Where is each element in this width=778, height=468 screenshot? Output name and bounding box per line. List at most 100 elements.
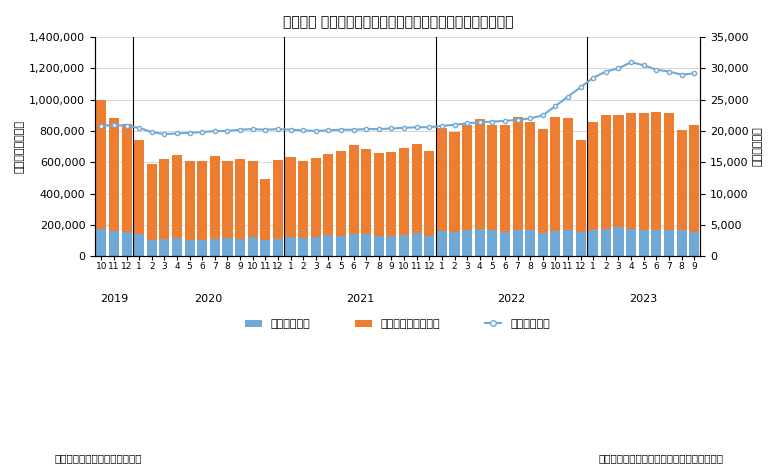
Bar: [387, 152, 397, 236]
Bar: [525, 122, 535, 230]
Bar: [525, 230, 535, 256]
Bar: [247, 161, 258, 237]
Bar: [500, 124, 510, 232]
Bar: [134, 140, 144, 234]
Bar: [424, 151, 434, 236]
Bar: [223, 238, 233, 256]
Bar: [462, 125, 472, 230]
Bar: [399, 148, 409, 235]
Bar: [261, 240, 270, 256]
Bar: [336, 151, 346, 236]
Bar: [298, 238, 308, 256]
Bar: [336, 236, 346, 256]
Bar: [664, 229, 674, 256]
Bar: [462, 230, 472, 256]
Bar: [298, 161, 308, 238]
Bar: [147, 164, 157, 241]
Bar: [626, 113, 636, 229]
Text: 2020: 2020: [194, 294, 223, 304]
Bar: [475, 119, 485, 229]
Bar: [487, 124, 497, 230]
Bar: [664, 113, 674, 229]
Bar: [563, 230, 573, 256]
Bar: [121, 124, 131, 232]
Bar: [310, 237, 321, 256]
Text: 2023: 2023: [629, 294, 658, 304]
Bar: [437, 231, 447, 256]
Bar: [576, 139, 586, 232]
Bar: [689, 232, 699, 256]
Bar: [184, 240, 194, 256]
Text: （一社）日本木質バイオマスエネルギー協会: （一社）日本木質バイオマスエネルギー協会: [598, 453, 724, 463]
Bar: [235, 159, 245, 239]
Bar: [147, 241, 157, 256]
Bar: [588, 230, 598, 256]
Bar: [424, 236, 434, 256]
Bar: [109, 231, 119, 256]
Bar: [184, 161, 194, 240]
Bar: [172, 238, 182, 256]
Bar: [613, 115, 623, 227]
Bar: [172, 155, 182, 238]
Title: 《輸入》 针葉樹及び针葉樹以外のチップ　月別通関量の推移: 《輸入》 针葉樹及び针葉樹以外のチップ 月別通関量の推移: [282, 15, 513, 29]
Bar: [373, 153, 384, 236]
Bar: [134, 234, 144, 256]
Bar: [588, 122, 598, 230]
Bar: [412, 144, 422, 234]
Bar: [550, 117, 560, 231]
Bar: [450, 232, 460, 256]
Bar: [639, 113, 649, 229]
Bar: [373, 236, 384, 256]
Bar: [361, 234, 371, 256]
Bar: [689, 125, 699, 232]
Bar: [538, 233, 548, 256]
Legend: 针葉樹チップ, 针葉樹以外のチップ, 平均通関価格: 针葉樹チップ, 针葉樹以外のチップ, 平均通関価格: [241, 315, 555, 334]
Text: 出典：財務省「貿易統計」より: 出典：財務省「貿易統計」より: [54, 453, 142, 463]
Bar: [437, 128, 447, 231]
Bar: [349, 234, 359, 256]
Bar: [576, 232, 586, 256]
Bar: [387, 236, 397, 256]
Bar: [349, 145, 359, 234]
Bar: [677, 230, 687, 256]
Bar: [159, 239, 170, 256]
Text: 2022: 2022: [497, 294, 525, 304]
Bar: [247, 237, 258, 256]
Bar: [109, 118, 119, 231]
Y-axis label: 通関量：絶乾トン: 通関量：絶乾トン: [15, 120, 25, 173]
Bar: [475, 229, 485, 256]
Bar: [235, 239, 245, 256]
Bar: [651, 112, 661, 230]
Bar: [197, 241, 207, 256]
Bar: [159, 159, 170, 239]
Bar: [513, 117, 523, 230]
Bar: [286, 157, 296, 236]
Bar: [324, 154, 334, 235]
Bar: [412, 234, 422, 256]
Text: 2021: 2021: [345, 294, 374, 304]
Bar: [361, 149, 371, 234]
Bar: [273, 239, 283, 256]
Bar: [613, 227, 623, 256]
Bar: [399, 235, 409, 256]
Bar: [487, 230, 497, 256]
Bar: [677, 130, 687, 230]
Bar: [550, 231, 560, 256]
Bar: [563, 117, 573, 230]
Bar: [210, 156, 220, 239]
Bar: [121, 232, 131, 256]
Bar: [324, 235, 334, 256]
Bar: [210, 239, 220, 256]
Bar: [261, 179, 270, 240]
Bar: [626, 229, 636, 256]
Bar: [601, 115, 611, 229]
Bar: [197, 161, 207, 241]
Bar: [286, 236, 296, 256]
Bar: [500, 232, 510, 256]
Bar: [310, 158, 321, 237]
Bar: [223, 161, 233, 238]
Bar: [450, 132, 460, 232]
Bar: [96, 229, 107, 256]
Y-axis label: 円／絶乾トン: 円／絶乾トン: [753, 127, 763, 167]
Bar: [96, 100, 107, 229]
